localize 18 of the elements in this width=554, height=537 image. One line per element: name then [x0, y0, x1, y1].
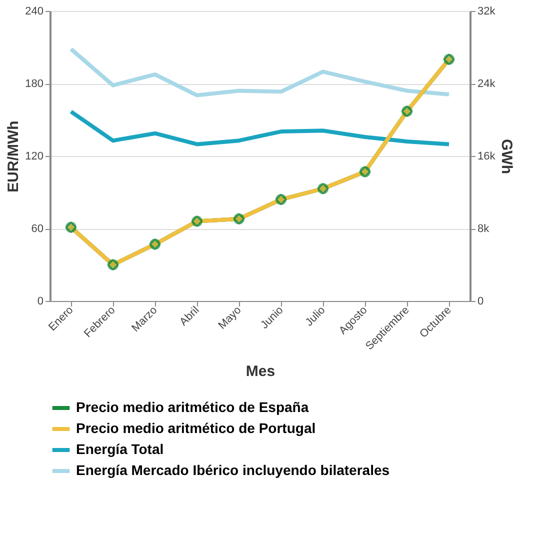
- legend-label: Precio medio aritmético de España: [76, 399, 309, 415]
- y2-axis-title: GWh: [498, 139, 516, 174]
- y-tick-label: 180: [25, 78, 44, 90]
- y-tick-label: 0: [37, 296, 44, 308]
- y2-tick-label: 8k: [478, 223, 490, 235]
- x-axis-title: Mes: [246, 362, 276, 380]
- y-tick-label: 60: [31, 223, 44, 235]
- x-tick-label: Julio: [303, 304, 328, 329]
- y2-tick-label: 0: [478, 296, 484, 308]
- y2-tick-label: 32k: [478, 6, 496, 18]
- y-axis-title: EUR/MWh: [5, 120, 22, 192]
- legend-label: Energía Mercado Ibérico incluyendo bilaterales: [76, 462, 390, 478]
- legend-label: Energía Total: [76, 441, 164, 457]
- y2-tick-label: 16k: [478, 150, 496, 162]
- y-tick-label: 120: [25, 150, 44, 162]
- y-tick-label: 240: [25, 6, 44, 18]
- legend-label: Precio medio aritmético de Portugal: [76, 420, 316, 436]
- y2-tick-label: 24k: [478, 78, 496, 90]
